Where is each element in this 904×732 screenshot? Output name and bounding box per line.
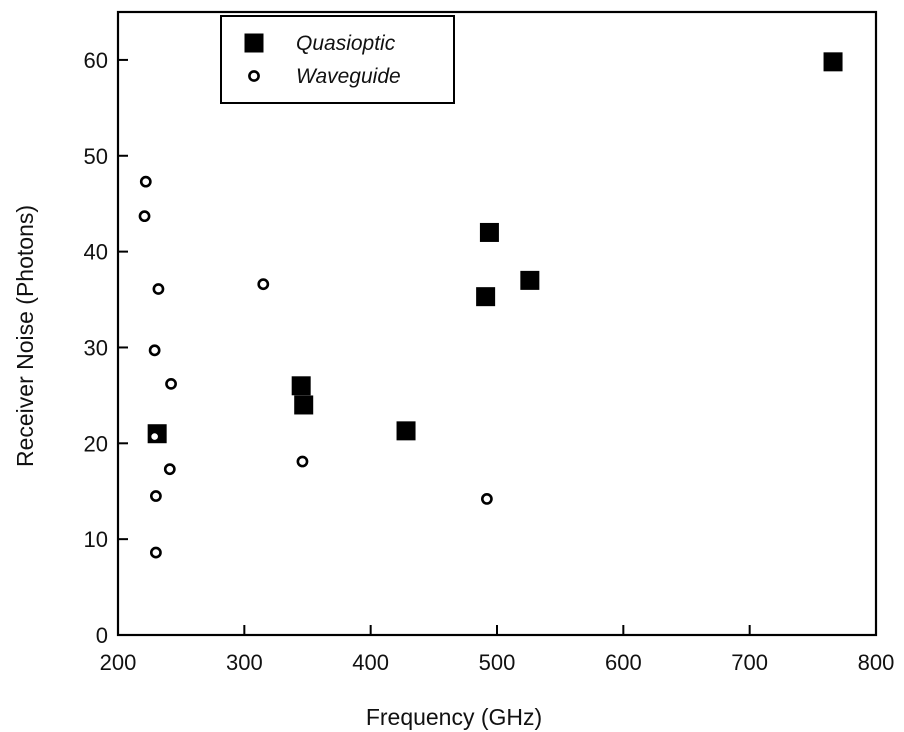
x-tick-label: 500 bbox=[479, 650, 516, 675]
y-axis: 0 10 20 30 40 50 60 bbox=[84, 48, 128, 648]
quasioptic-point bbox=[476, 287, 496, 307]
waveguide-point bbox=[296, 455, 309, 468]
y-tick-label: 60 bbox=[84, 48, 108, 73]
waveguide-point bbox=[163, 463, 176, 476]
legend-waveguide-label: Waveguide bbox=[296, 65, 401, 88]
y-tick-label: 40 bbox=[84, 240, 108, 265]
waveguide-point bbox=[257, 278, 270, 291]
waveguide-point bbox=[148, 430, 161, 443]
plot-border bbox=[116, 10, 878, 637]
y-tick-label: 20 bbox=[84, 431, 108, 456]
x-tick-label: 600 bbox=[605, 650, 642, 675]
waveguide-point bbox=[165, 377, 177, 390]
quasioptic-point bbox=[823, 52, 843, 72]
waveguide-point bbox=[149, 546, 162, 559]
x-axis-title: Frequency (GHz) bbox=[366, 704, 542, 730]
data-marks bbox=[138, 52, 843, 559]
waveguide-point bbox=[139, 175, 152, 188]
y-tick-label: 30 bbox=[84, 335, 108, 360]
waveguide-point bbox=[149, 490, 162, 502]
plot-frame bbox=[116, 10, 878, 637]
legend-quasioptic-label: Quasioptic bbox=[296, 32, 396, 55]
waveguide-point bbox=[480, 492, 493, 505]
quasioptic-point bbox=[520, 270, 540, 290]
x-tick-label: 200 bbox=[100, 650, 137, 675]
quasioptic-point bbox=[291, 376, 311, 396]
x-tick-label: 700 bbox=[731, 650, 768, 675]
waveguide-point bbox=[152, 283, 165, 295]
x-tick-label: 400 bbox=[352, 650, 389, 675]
quasioptic-point bbox=[396, 421, 416, 441]
waveguide-point bbox=[148, 344, 161, 357]
legend-box bbox=[220, 15, 455, 104]
y-tick-label: 0 bbox=[96, 623, 108, 648]
x-axis: 200 300 400 500 600 700 800 bbox=[100, 625, 895, 675]
y-axis-title: Receiver Noise (Photons) bbox=[12, 205, 38, 467]
x-tick-label: 300 bbox=[226, 650, 263, 675]
legend-waveguide-marker bbox=[248, 70, 260, 82]
x-tick-label: 800 bbox=[858, 650, 895, 675]
y-tick-label: 50 bbox=[84, 144, 108, 169]
legend: Quasioptic Waveguide bbox=[220, 15, 455, 104]
legend-quasioptic-marker bbox=[244, 33, 264, 53]
quasioptic-point bbox=[479, 222, 499, 242]
quasioptic-point bbox=[294, 395, 314, 415]
y-tick-label: 10 bbox=[84, 527, 108, 552]
waveguide-point bbox=[138, 210, 151, 223]
